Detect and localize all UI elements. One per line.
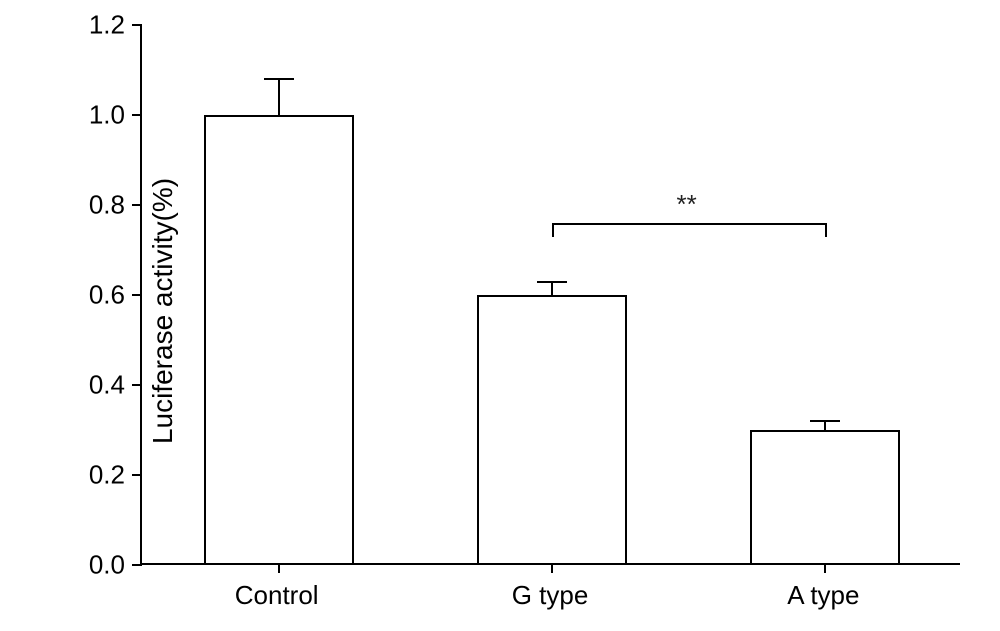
y-tick <box>132 294 142 296</box>
y-tick <box>132 204 142 206</box>
significance-bracket-right <box>825 223 827 237</box>
plot-area <box>140 25 960 565</box>
significance-bracket <box>552 223 827 225</box>
y-tick-label: 1.2 <box>89 10 125 41</box>
y-tick <box>132 564 142 566</box>
x-tick-label: A type <box>787 580 859 611</box>
y-tick <box>132 474 142 476</box>
x-tick <box>278 563 280 573</box>
y-tick-label: 0.0 <box>89 550 125 581</box>
error-cap <box>264 78 294 80</box>
y-tick <box>132 114 142 116</box>
significance-bracket-left <box>552 223 554 237</box>
y-tick <box>132 24 142 26</box>
y-tick-label: 0.8 <box>89 190 125 221</box>
error-bar <box>278 79 280 115</box>
error-bar <box>551 282 553 296</box>
x-tick-label: G type <box>512 580 589 611</box>
x-tick <box>824 563 826 573</box>
bar <box>477 295 627 565</box>
x-tick <box>551 563 553 573</box>
error-cap <box>537 281 567 283</box>
y-tick <box>132 384 142 386</box>
bar <box>750 430 900 565</box>
y-tick-label: 1.0 <box>89 100 125 131</box>
significance-label: ** <box>677 189 697 220</box>
y-tick-label: 0.4 <box>89 370 125 401</box>
y-tick-label: 0.2 <box>89 460 125 491</box>
error-cap <box>810 420 840 422</box>
x-tick-label: Control <box>235 580 319 611</box>
chart-container <box>140 25 960 565</box>
error-bar <box>824 421 826 430</box>
bar <box>204 115 354 565</box>
y-tick-label: 0.6 <box>89 280 125 311</box>
